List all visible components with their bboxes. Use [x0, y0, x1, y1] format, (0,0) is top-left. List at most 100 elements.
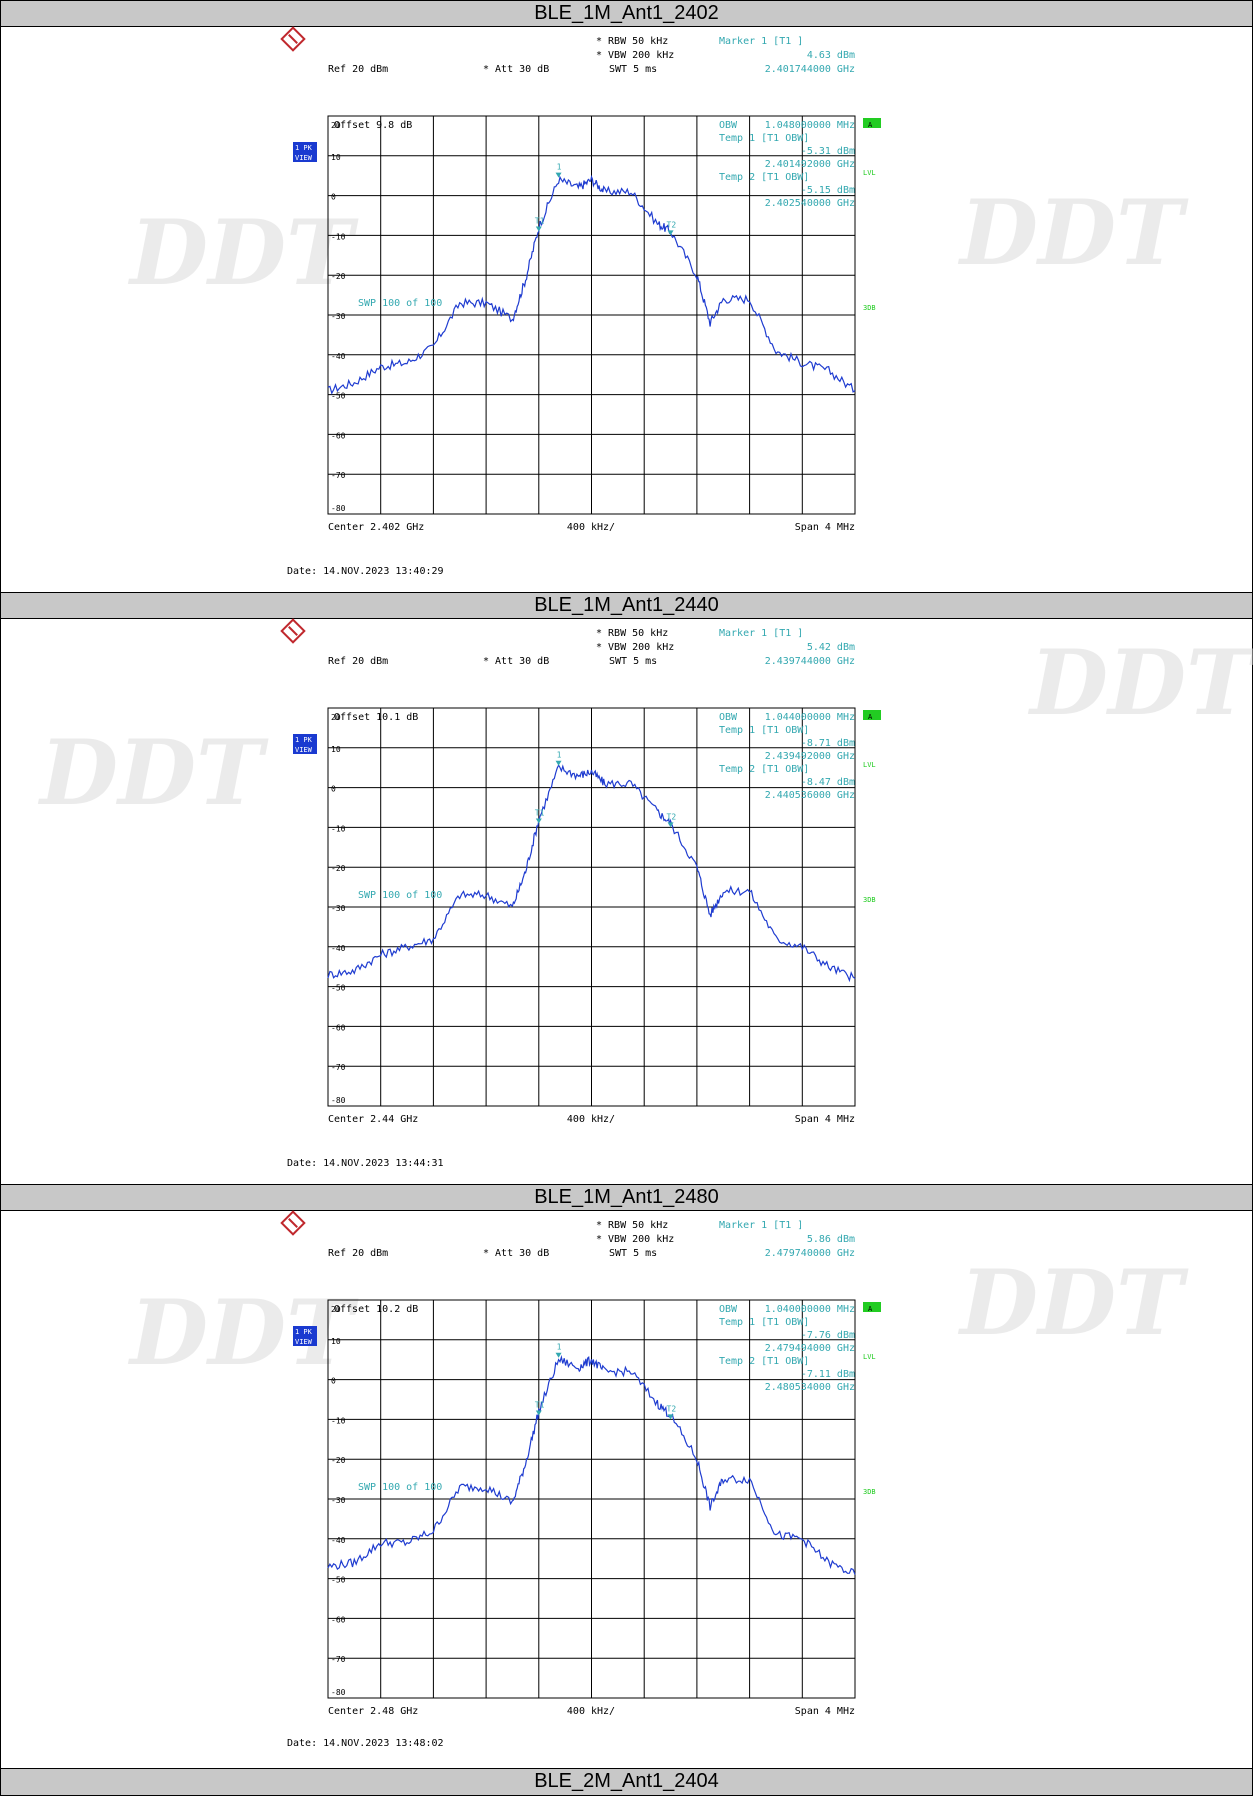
swt-label: SWT 5 ms [609, 656, 657, 667]
temp2-value: -5.15 dBm [801, 185, 855, 196]
date-stamp: Date: 14.NOV.2023 13:44:31 [287, 1158, 444, 1169]
temp1-marker-label: T1 [535, 1400, 545, 1409]
ref-label: Ref 20 dBm [328, 656, 388, 667]
a-label: A [868, 121, 873, 129]
marker-header: Marker 1 [T1 ] [719, 1220, 803, 1231]
watermark-logo: DDT [960, 180, 1184, 286]
y-tick-label: 20 [331, 1305, 341, 1314]
y-tick-label: -20 [331, 272, 346, 281]
y-tick-label: -70 [331, 1655, 346, 1664]
y-tick-label: 10 [331, 153, 341, 162]
temp2-marker-label: T2 [667, 1404, 677, 1413]
y-tick-label: -10 [331, 824, 346, 833]
marker-header: Marker 1 [T1 ] [719, 36, 803, 47]
y-tick-label: 20 [331, 121, 341, 130]
temp1-marker-icon [535, 1410, 542, 1416]
y-tick-label: -60 [331, 1023, 346, 1032]
temp2-marker-label: T2 [667, 812, 677, 821]
spectrum-chart: * RBW 50 kHz * VBW 200 kHz SWT 5 ms Ref 20 … [280, 618, 881, 1169]
y-tick-label: -70 [331, 1063, 346, 1072]
temp1-frequency: 2.479494000 GHz [765, 1343, 855, 1354]
temp2-marker-icon [667, 230, 674, 236]
swt-label: SWT 5 ms [609, 64, 657, 75]
temp2-frequency: 2.480534000 GHz [765, 1382, 855, 1393]
rs-logo-icon [280, 618, 306, 644]
a-label-box [863, 1302, 881, 1312]
temp1-marker-label: T1 [535, 216, 545, 225]
y-tick-label: -30 [331, 1496, 346, 1505]
vbw-label: * VBW 200 kHz [596, 50, 674, 61]
obw-value: 1.048000000 MHz [765, 120, 855, 131]
division-label: 400 kHz/ [567, 1114, 615, 1125]
obw-value: 1.040000000 MHz [765, 1304, 855, 1315]
obw-value: 1.044000000 MHz [765, 712, 855, 723]
temp1-frequency: 2.439492000 GHz [765, 751, 855, 762]
y-tick-label: -10 [331, 232, 346, 241]
marker-1-label: 1 [557, 1343, 562, 1352]
marker-frequency: 2.401744000 GHz [765, 64, 855, 75]
y-tick-label: 0 [331, 1377, 336, 1386]
a-label: A [868, 1305, 873, 1313]
spectrum-chart: * RBW 50 kHz * VBW 200 kHz SWT 5 ms Ref 20 … [280, 1210, 881, 1749]
trace-label-pk: 1 PK [295, 736, 313, 744]
spectrum-trace [327, 1354, 856, 1575]
lvl-label: LVL [863, 169, 876, 177]
watermark-logo: DDT [960, 1250, 1184, 1356]
y-tick-label: -60 [331, 431, 346, 440]
marker-frequency: 2.479740000 GHz [765, 1248, 855, 1259]
temp2-marker-icon [667, 1414, 674, 1420]
center-frequency: Center 2.48 GHz [328, 1706, 418, 1717]
ref-label: Ref 20 dBm [328, 1248, 388, 1259]
y-tick-label: -40 [331, 944, 346, 953]
obw-label: OBW [719, 120, 738, 131]
y-tick-label: 10 [331, 1337, 341, 1346]
offset-label: Offset 10.1 dB [334, 712, 418, 723]
center-frequency: Center 2.44 GHz [328, 1114, 418, 1125]
temp1-label: Temp 1 [T1 OBW] [719, 1317, 809, 1328]
y-tick-label: -40 [331, 352, 346, 361]
temp2-label: Temp 2 [T1 OBW] [719, 764, 809, 775]
trace-label-view: VIEW [295, 746, 313, 754]
obw-label: OBW [719, 1304, 738, 1315]
y-tick-label: -80 [331, 1096, 346, 1105]
rbw-label: * RBW 50 kHz [596, 628, 668, 639]
marker-header: Marker 1 [T1 ] [719, 628, 803, 639]
three-db-label: 3DB [863, 304, 876, 312]
section-title: BLE_2M_Ant1_2404 [1, 1768, 1252, 1796]
att-label: * Att 30 dB [483, 1248, 549, 1259]
temp1-label: Temp 1 [T1 OBW] [719, 725, 809, 736]
offset-label: Offset 9.8 dB [334, 120, 412, 131]
logo-bar [288, 34, 298, 44]
three-db-label: 3DB [863, 896, 876, 904]
three-db-label: 3DB [863, 1488, 876, 1496]
section-title: BLE_1M_Ant1_2480 [1, 1184, 1252, 1211]
sweep-count: SWP 100 of 100 [358, 1482, 442, 1493]
temp1-value: -7.76 dBm [801, 1330, 855, 1341]
trace-label-view: VIEW [295, 1338, 313, 1346]
y-tick-label: 0 [331, 193, 336, 202]
ref-label: Ref 20 dBm [328, 64, 388, 75]
trace-label-view: VIEW [295, 154, 313, 162]
trace-label-box [293, 734, 317, 754]
a-label-box [863, 710, 881, 720]
date-stamp: Date: 14.NOV.2023 13:40:29 [287, 566, 444, 577]
rbw-label: * RBW 50 kHz [596, 1220, 668, 1231]
y-tick-label: 10 [331, 745, 341, 754]
spectrum-trace [327, 174, 856, 395]
temp2-marker-label: T2 [667, 220, 677, 229]
trace-label-pk: 1 PK [295, 1328, 313, 1336]
y-tick-label: -30 [331, 904, 346, 913]
y-tick-label: 20 [331, 713, 341, 722]
y-tick-label: -30 [331, 312, 346, 321]
marker-1-icon [555, 172, 562, 178]
y-tick-label: 0 [331, 785, 336, 794]
center-frequency: Center 2.402 GHz [328, 522, 424, 533]
temp2-value: -7.11 dBm [801, 1369, 855, 1380]
watermark-logo: DDT [130, 200, 354, 306]
y-tick-label: -60 [331, 1615, 346, 1624]
rbw-label: * RBW 50 kHz [596, 36, 668, 47]
temp1-value: -8.71 dBm [801, 738, 855, 749]
temp2-marker-icon [667, 822, 674, 828]
division-label: 400 kHz/ [567, 522, 615, 533]
lvl-label: LVL [863, 761, 876, 769]
